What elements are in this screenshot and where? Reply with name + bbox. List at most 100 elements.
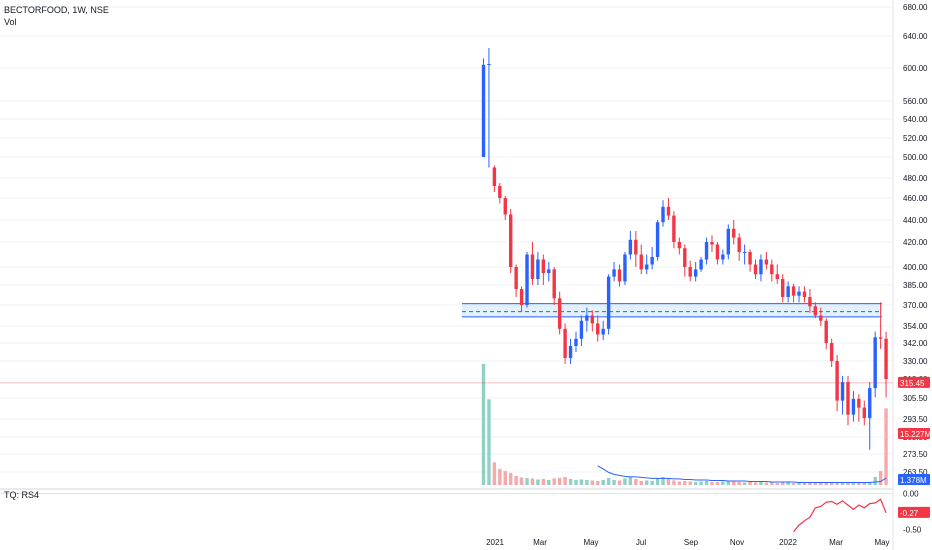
volume-bar <box>563 476 567 485</box>
candle-body <box>552 269 556 299</box>
candle-body <box>753 264 758 275</box>
candle-body <box>704 242 709 260</box>
volume-bar <box>481 364 486 485</box>
price-tick-label: 273.50 <box>903 450 928 459</box>
candle-body <box>797 291 801 296</box>
volume-bar <box>781 482 785 485</box>
candle <box>585 307 589 332</box>
indicator-label: TQ: RS4 <box>4 490 39 500</box>
price-tick-label: 540.00 <box>903 115 928 124</box>
volume-bar <box>503 470 507 485</box>
time-tick-label: 2021 <box>486 538 504 547</box>
volume-bar <box>568 478 573 485</box>
volume-bar <box>519 477 524 485</box>
volume-bar <box>617 480 622 485</box>
candle-body <box>851 398 856 415</box>
time-tick-label: Mar <box>829 538 843 547</box>
indicator-tick-label: -0.50 <box>903 525 922 534</box>
candle-body <box>835 361 839 401</box>
candle <box>802 286 807 303</box>
volume-bar <box>753 482 758 485</box>
candle <box>688 260 692 282</box>
candle-body <box>868 388 872 419</box>
indicator-badge: -0.27 <box>898 506 930 518</box>
price-tick-label: 560.00 <box>903 97 928 106</box>
volume-bar <box>829 482 834 485</box>
candle-body <box>878 337 883 339</box>
volume-bar <box>672 480 676 485</box>
price-axis[interactable]: 680.00 640.00 600.00 560.00 540.00 520.00 500.… <box>903 3 928 534</box>
volume-bar <box>683 480 687 485</box>
candle <box>693 262 698 282</box>
time-tick-label: May <box>874 538 889 547</box>
candle-body <box>655 222 660 257</box>
symbol-title: BECTORFOOD, 1W, NSE <box>4 5 109 15</box>
volume-bar <box>645 480 649 485</box>
volume-bar <box>552 478 556 485</box>
volume-bar <box>525 477 529 485</box>
time-tick-label: May <box>583 538 598 547</box>
candle <box>601 320 605 341</box>
candle-body <box>547 269 551 273</box>
time-tick-label: Mar <box>533 538 547 547</box>
candle-body <box>557 298 562 329</box>
volume-bar <box>770 481 774 485</box>
candle-body <box>829 343 834 361</box>
support-zone <box>462 303 882 317</box>
volume-bar <box>530 478 535 485</box>
volume-bar <box>492 462 497 485</box>
candle <box>884 331 888 398</box>
candle-body <box>639 254 643 270</box>
candle-body <box>721 254 725 260</box>
price-tick-label: 330.00 <box>903 357 928 366</box>
candle-body <box>563 328 567 358</box>
candle-body <box>884 338 888 379</box>
candle-body <box>601 328 605 335</box>
volume-bar <box>612 479 616 485</box>
price-tick-label: 263.50 <box>903 468 928 477</box>
candle <box>606 274 611 335</box>
candle-body <box>492 167 497 186</box>
volume-bar <box>878 470 883 485</box>
volume-bar <box>541 478 546 485</box>
candle-body <box>536 259 540 279</box>
candle-body <box>498 186 502 198</box>
indicator-value: -0.27 <box>900 509 919 518</box>
price-tick-label: 354.00 <box>903 322 928 331</box>
candle <box>492 165 497 192</box>
price-tick-label: 600.00 <box>903 64 928 73</box>
volume-bar <box>677 481 682 485</box>
candle-body <box>612 269 616 277</box>
candle-body <box>514 267 518 289</box>
last-price-value: 315.45 <box>900 379 925 388</box>
candle-body <box>519 289 524 305</box>
candles[interactable] <box>481 48 888 450</box>
price-tick-label: 305.50 <box>903 394 928 403</box>
candle <box>835 355 839 412</box>
candle <box>536 252 540 285</box>
candle-body <box>808 297 812 307</box>
candle <box>574 331 578 352</box>
candle <box>829 338 834 367</box>
last-price-badge: 315.45 <box>898 376 930 388</box>
candle-body <box>748 252 752 265</box>
candle-body <box>813 306 818 316</box>
volume-bar <box>726 480 730 485</box>
candle <box>857 394 861 422</box>
volume-bar <box>868 482 872 485</box>
candle <box>639 244 643 275</box>
candle <box>732 220 736 245</box>
volume-bar <box>786 482 790 485</box>
price-tick-label: 640.00 <box>903 32 928 41</box>
candle-body <box>857 398 861 408</box>
candle <box>557 291 562 335</box>
volume-bar <box>655 478 660 485</box>
candle-body <box>503 198 507 215</box>
candle-body <box>846 382 850 415</box>
candle-body <box>742 252 747 253</box>
time-axis[interactable]: 2021 Mar May Jul Sep Nov 2022 Mar May <box>486 538 889 547</box>
candle <box>819 307 823 326</box>
candle-body <box>873 337 877 389</box>
candle-body <box>819 315 823 321</box>
